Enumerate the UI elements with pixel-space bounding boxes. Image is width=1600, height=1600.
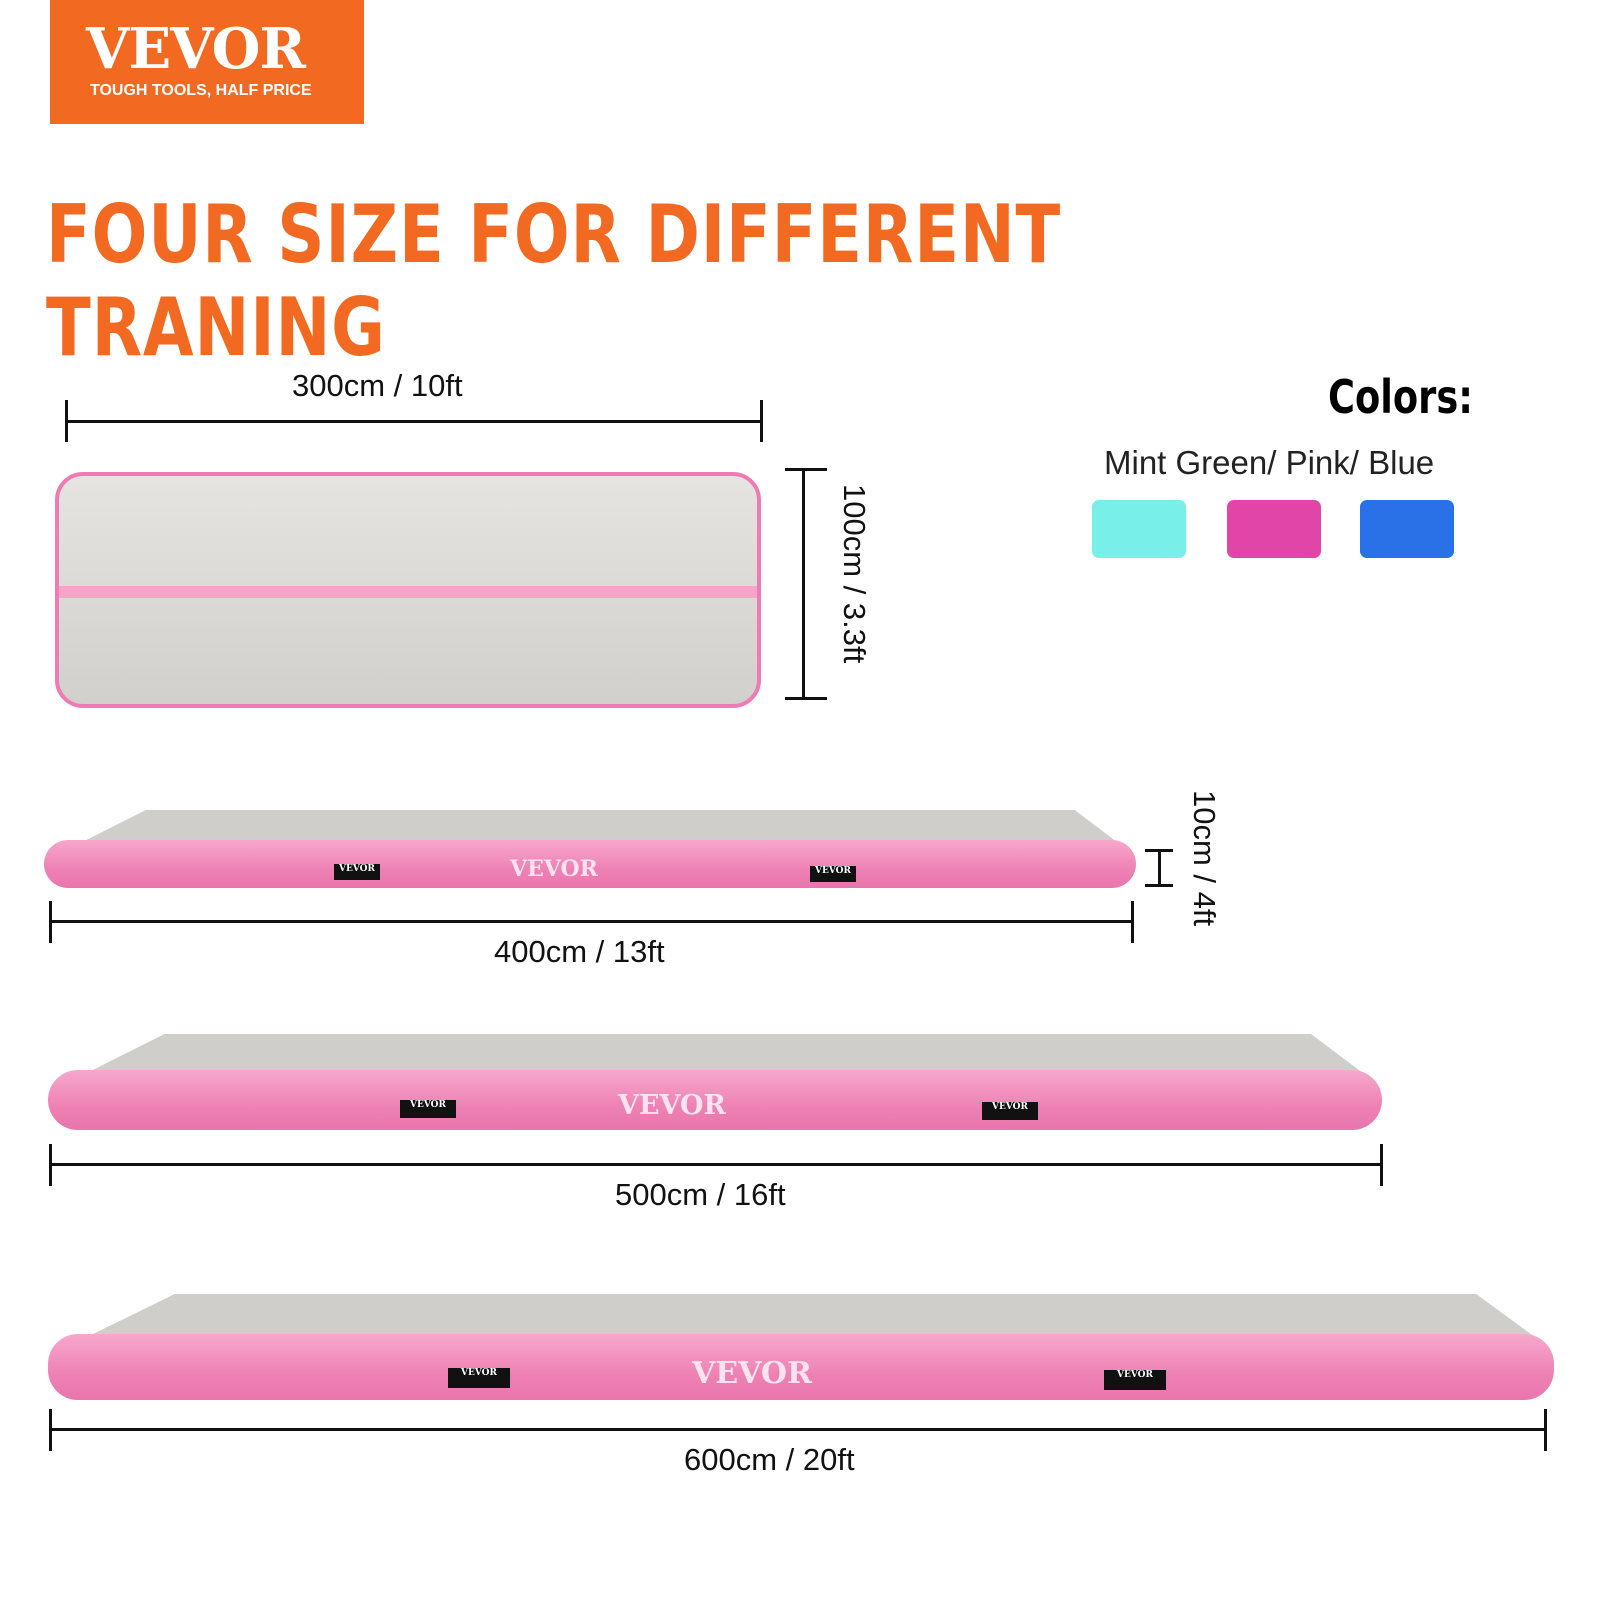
- swatch-blue[interactable]: [1360, 500, 1454, 558]
- dim-tick: [785, 697, 827, 700]
- handle-icon: VEVOR: [334, 864, 380, 880]
- mat1-width-line: [802, 469, 805, 699]
- handle-icon: VEVOR: [982, 1102, 1038, 1120]
- logo-brand: VEVOR: [86, 16, 306, 82]
- mat1-width-label: 100cm / 3.3ft: [837, 484, 872, 664]
- mat-400-side-view: VEVOR VEVOR VEVOR: [44, 810, 1136, 888]
- mat-600-side-view: VEVOR VEVOR VEVOR: [48, 1294, 1554, 1400]
- logo-tagline: TOUGH TOOLS, HALF PRICE: [90, 82, 312, 99]
- vevor-logo: VEVOR ® TOUGH TOOLS, HALF PRICE: [50, 0, 386, 124]
- mat-500-side-view: VEVOR VEVOR VEVOR: [48, 1034, 1382, 1130]
- page-title: FOUR SIZE FOR DIFFERENT TRANING: [46, 188, 1062, 374]
- mat3-length-label: 500cm / 16ft: [615, 1177, 786, 1212]
- colors-names: Mint Green/ Pink/ Blue: [1104, 444, 1435, 481]
- dim-tick: [65, 400, 68, 442]
- mat1-length-label: 300cm / 10ft: [292, 368, 463, 403]
- mat2-length-label: 400cm / 13ft: [494, 934, 665, 969]
- dim-tick: [1380, 1144, 1383, 1186]
- dim-tick: [1131, 901, 1134, 943]
- logo-registered: ®: [378, 22, 387, 34]
- dim-tick: [49, 901, 52, 943]
- dim-tick: [1145, 849, 1173, 852]
- mat4-length-line: [50, 1428, 1547, 1431]
- mat-top-view: [55, 472, 761, 708]
- handle-icon: VEVOR: [810, 866, 856, 882]
- colors-heading: Colors:: [1328, 370, 1473, 424]
- dim-tick: [760, 400, 763, 442]
- handle-icon: VEVOR: [400, 1100, 456, 1118]
- mat-print: VEVOR: [510, 856, 598, 882]
- mat4-length-label: 600cm / 20ft: [684, 1442, 855, 1477]
- mat3-length-line: [50, 1163, 1383, 1166]
- handle-icon: VEVOR: [1104, 1370, 1166, 1390]
- dim-tick: [785, 468, 827, 471]
- dim-tick: [1145, 884, 1173, 887]
- dim-tick: [1544, 1409, 1547, 1451]
- mat2-height-label: 10cm / 4ft: [1187, 790, 1222, 927]
- mat1-length-line: [66, 420, 763, 423]
- mat2-length-line: [50, 920, 1134, 923]
- mat2-height-line: [1158, 850, 1161, 886]
- dim-tick: [49, 1144, 52, 1186]
- mat-stripe: [59, 586, 757, 598]
- mat-print: VEVOR: [618, 1090, 726, 1121]
- swatch-mint-green[interactable]: [1092, 500, 1186, 558]
- handle-icon: VEVOR: [448, 1368, 510, 1388]
- dim-tick: [49, 1409, 52, 1451]
- swatch-pink[interactable]: [1227, 500, 1321, 558]
- mat-print: VEVOR: [692, 1356, 812, 1391]
